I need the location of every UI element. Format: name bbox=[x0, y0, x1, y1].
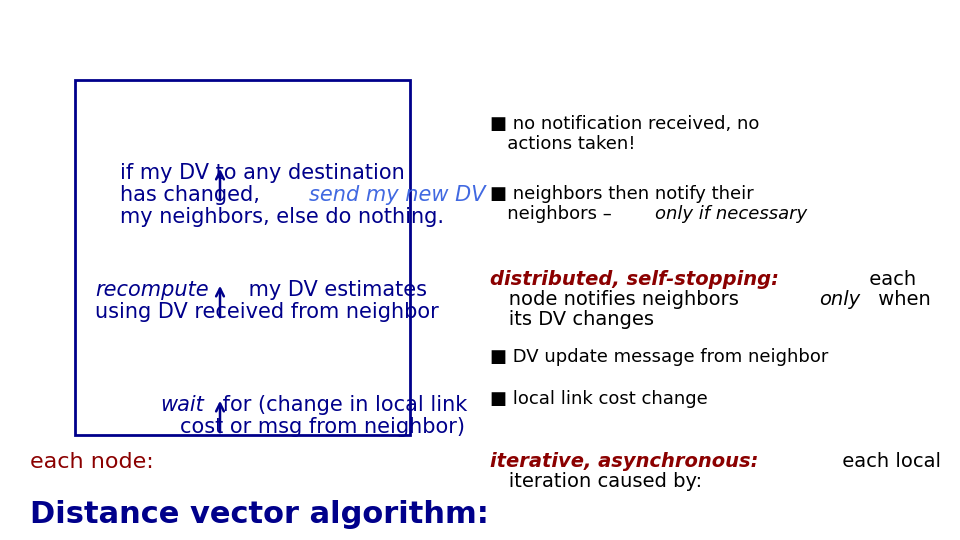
Text: ■ local link cost change: ■ local link cost change bbox=[490, 390, 708, 408]
Text: cost or msg from neighbor): cost or msg from neighbor) bbox=[180, 417, 465, 437]
Text: send my new DV: send my new DV bbox=[309, 185, 486, 205]
Text: using DV received from neighbor: using DV received from neighbor bbox=[95, 302, 439, 322]
Text: iteration caused by:: iteration caused by: bbox=[490, 472, 702, 491]
Text: ■ neighbors then notify their: ■ neighbors then notify their bbox=[490, 185, 754, 203]
Text: iterative, asynchronous:: iterative, asynchronous: bbox=[490, 452, 758, 471]
Text: each: each bbox=[863, 270, 916, 289]
Text: my DV estimates: my DV estimates bbox=[242, 280, 426, 300]
Text: when: when bbox=[873, 290, 931, 309]
Text: ■ no notification received, no: ■ no notification received, no bbox=[490, 115, 759, 133]
Text: distributed, self-stopping:: distributed, self-stopping: bbox=[490, 270, 779, 289]
Text: node notifies neighbors: node notifies neighbors bbox=[490, 290, 745, 309]
Text: actions taken!: actions taken! bbox=[490, 135, 636, 153]
Text: if my DV to any destination: if my DV to any destination bbox=[120, 163, 405, 183]
Text: for (change in local link: for (change in local link bbox=[216, 395, 468, 415]
Text: each local: each local bbox=[836, 452, 942, 471]
Text: my neighbors, else do nothing.: my neighbors, else do nothing. bbox=[120, 207, 444, 227]
Text: recompute: recompute bbox=[95, 280, 208, 300]
Bar bbox=[75, 80, 410, 435]
Text: each node:: each node: bbox=[30, 452, 154, 472]
Text: neighbors –: neighbors – bbox=[490, 205, 617, 223]
Text: its DV changes: its DV changes bbox=[490, 310, 654, 329]
Text: only if necessary: only if necessary bbox=[655, 205, 806, 223]
Text: ■ DV update message from neighbor: ■ DV update message from neighbor bbox=[490, 348, 828, 366]
Text: has changed,: has changed, bbox=[120, 185, 267, 205]
Text: wait: wait bbox=[160, 395, 204, 415]
Text: Distance vector algorithm:: Distance vector algorithm: bbox=[30, 500, 489, 529]
Text: only: only bbox=[819, 290, 860, 309]
